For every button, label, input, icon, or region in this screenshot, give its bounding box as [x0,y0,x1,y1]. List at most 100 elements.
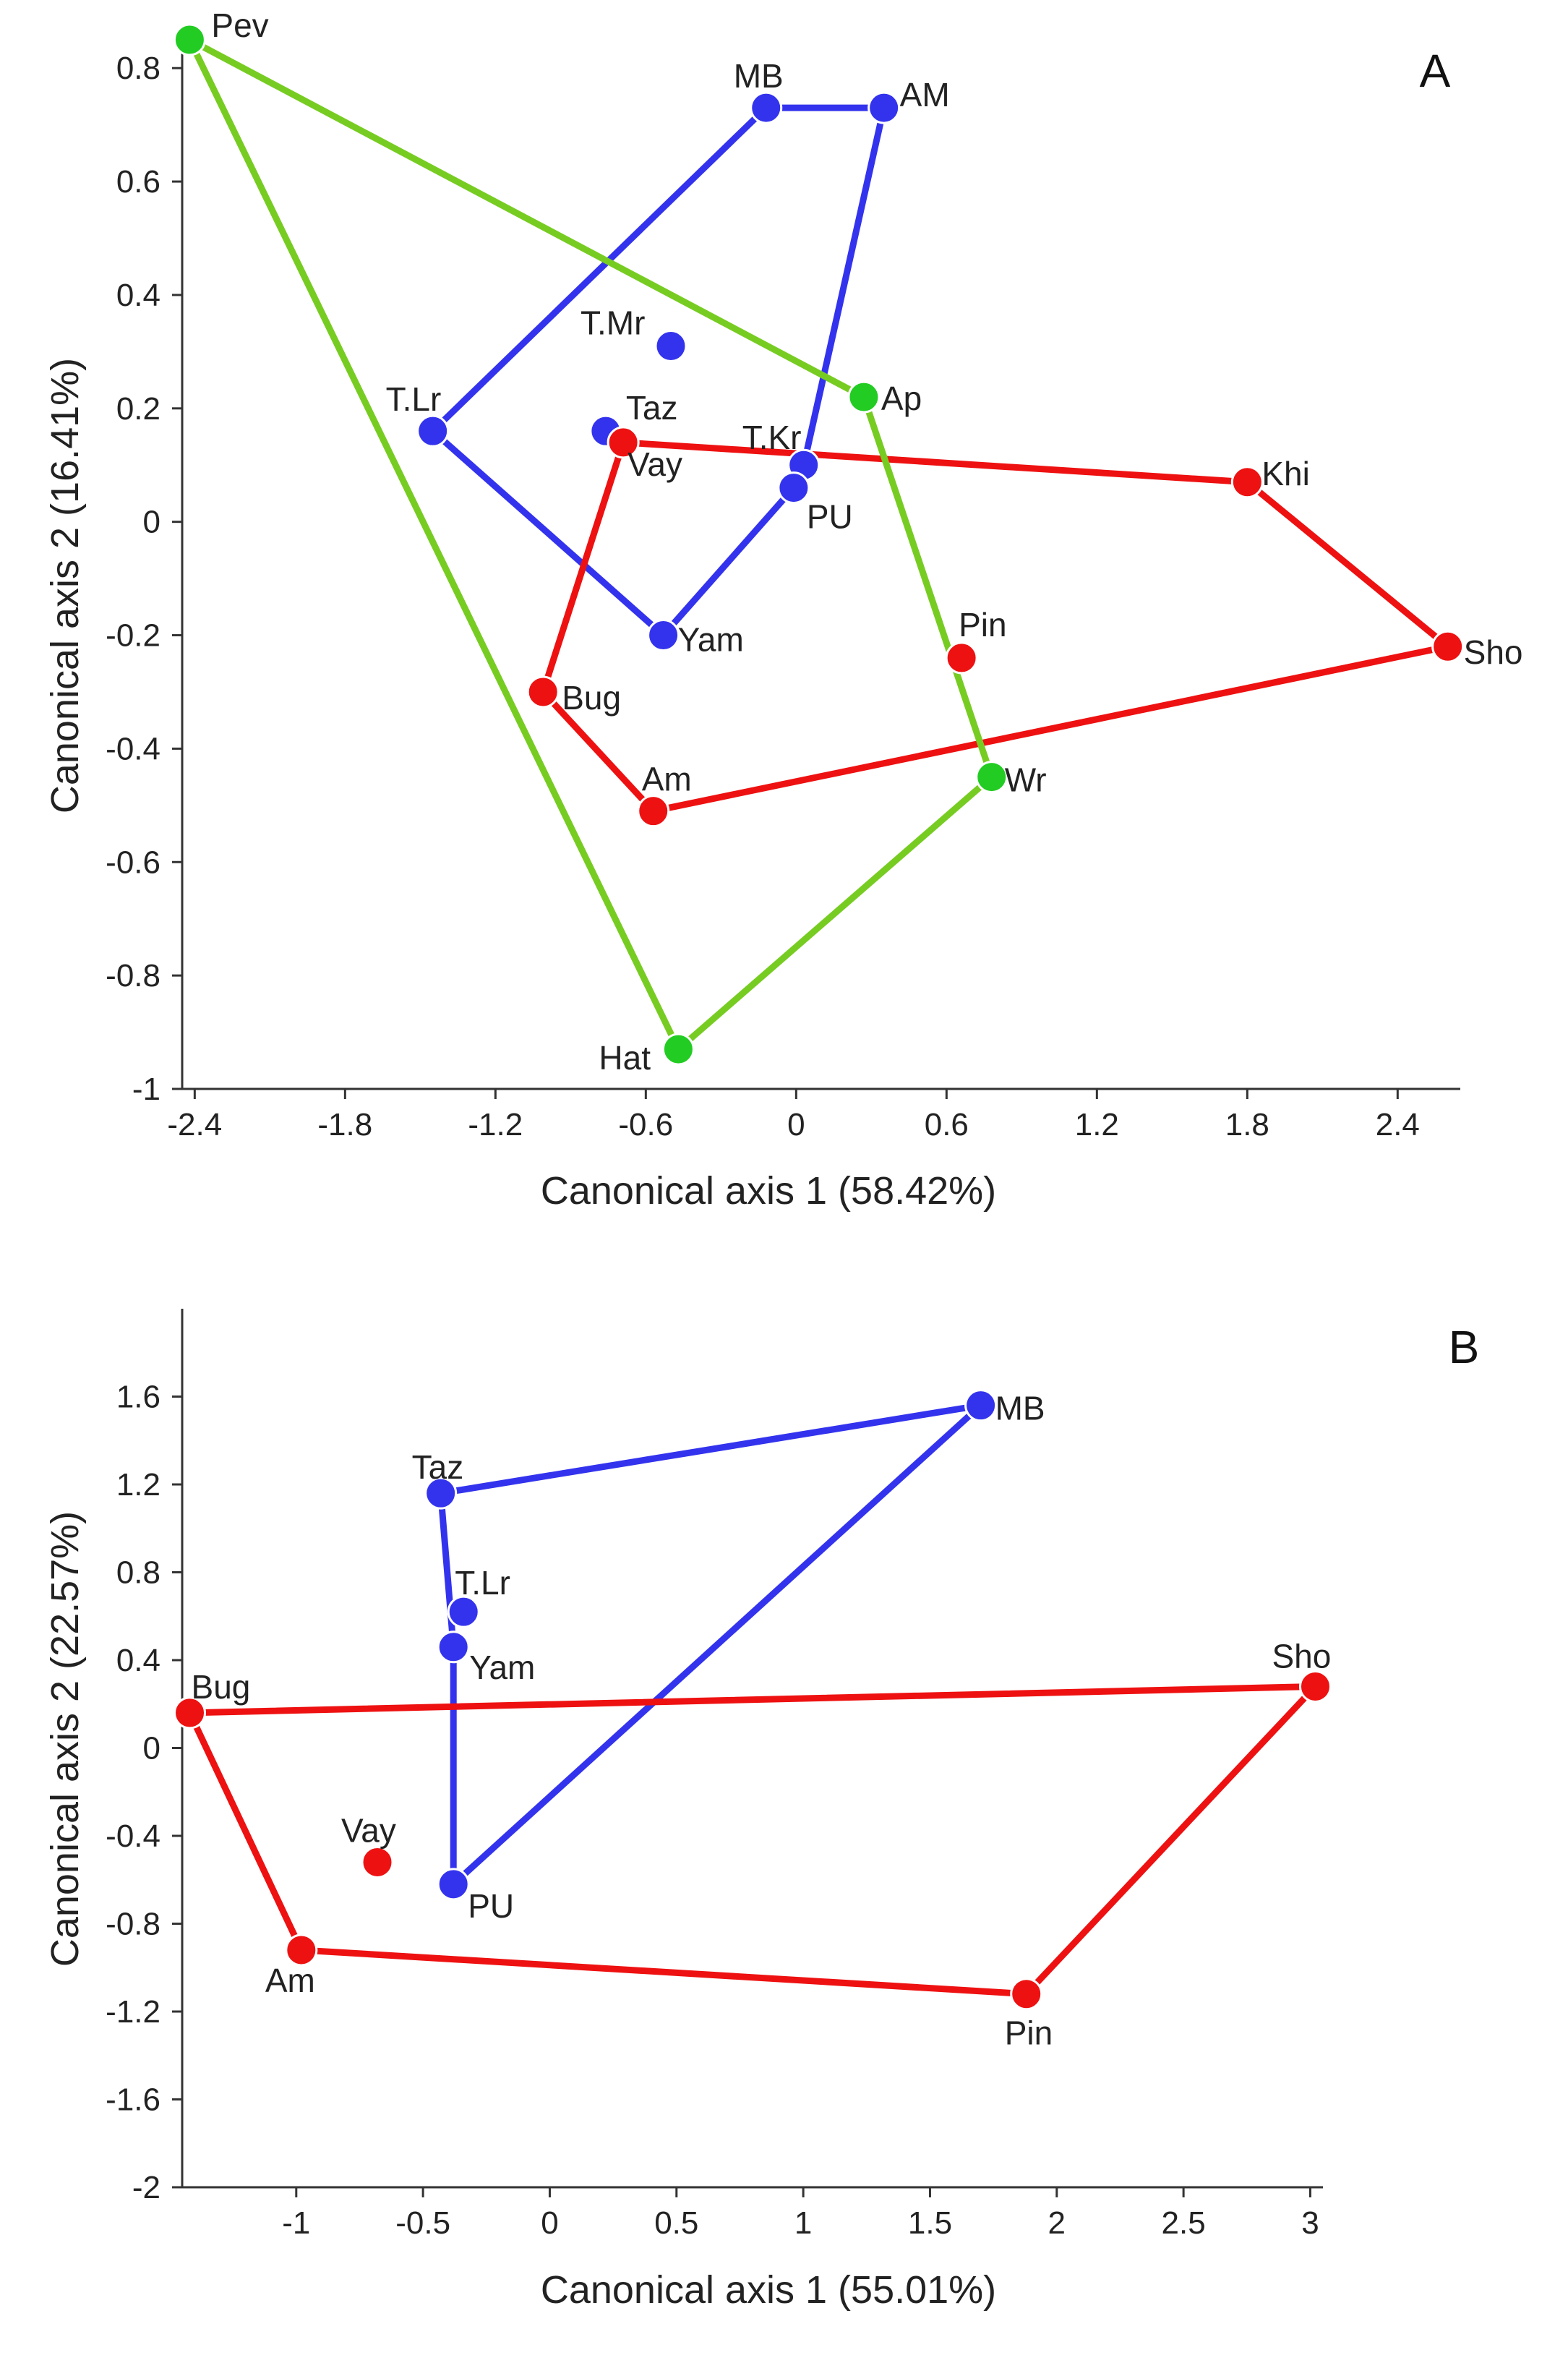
panel-b-point-am [285,1933,318,1967]
panel-a-point-label: MB [734,57,784,95]
panel-b-point-label: MB [995,1390,1045,1427]
panel-a-point-ap [847,380,881,414]
panel-b-blue-hull-line [437,1402,985,1888]
panel-b-point-label: PU [468,1887,514,1925]
panel-b-x-tick-label: 1 [794,2205,812,2241]
panel-b-x-tick-label: 0.5 [654,2205,698,2241]
panel-b-y-tick-label: 1.2 [116,1467,160,1503]
panel-a-point-bug [526,675,560,709]
panel-b-y-tick-label: -1.2 [106,1994,160,2030]
panel-b-y-tick-label: 0.8 [116,1555,160,1591]
panel-b-chart: -1 -0.5 0 0.5 1 1.5 2 2.5 3 -2 -1.6 -1.2 -0.8 -0.4 0 0.… [43,1309,1479,2312]
panel-a-red-hull-line [539,439,1452,815]
panel-b-x-tick-label: -1 [282,2205,310,2241]
panel-a-point-label: Sho [1464,633,1523,671]
panel-b-y-axis-title: Canonical axis 2 (22.57%) [43,1511,87,1967]
panel-a-point-vay [607,426,640,459]
panel-a-point-label: Wr [1005,761,1047,799]
panel-a-point-hat [661,1033,695,1066]
panel-a-x-tick-label: -2.4 [167,1107,222,1142]
panel-a-point-t-lr [416,414,450,448]
panel-a-point-am [867,91,901,124]
panel-a-y-tick-label: 0.8 [116,51,160,86]
panel-a-letter: A [1420,45,1451,97]
panel-b-point-mb [964,1389,998,1422]
panel-b-point-sho [1298,1670,1332,1703]
panel-a-point-label: Ap [881,380,922,417]
panel-b-point-bug [173,1696,207,1730]
panel-b-y-tick-label: -0.4 [106,1818,160,1854]
panel-a-point-yam [647,619,680,652]
panel-b-x-tick-label: 0 [541,2205,558,2241]
panel-b-y-tick-label: 0.4 [116,1643,160,1678]
panel-a-point-label: Vay [627,445,682,483]
panel-a-point-label: Am [642,761,692,798]
panel-b-point-label: T.Lr [455,1564,510,1602]
panel-b-y-tick-label: 0 [143,1731,160,1766]
panel-b-x-tick-label: 2.5 [1162,2205,1206,2241]
panel-a-y-tick-label: -0.6 [106,845,160,880]
panel-a-x-tick-label: 0.6 [925,1107,969,1142]
panel-b-y-tick-label: -1.6 [106,2082,160,2118]
panel-a-y-tick-label: 0.4 [116,278,160,313]
panel-a-x-tick-label: 1.2 [1075,1107,1119,1142]
panel-b-point-label: Am [265,1962,315,1999]
panel-a-point-mb [750,91,783,124]
panel-a-chart: -2.4 -1.8 -1.2 -0.6 0 0.6 1.2 1.8 2.4 -1 -0.8 -0.6 -… [43,7,1523,1213]
panel-a-point-label: Pev [211,7,268,44]
panel-b-point-pin [1010,1978,1043,2011]
panel-b-point-label: Pin [1005,2014,1053,2052]
panel-b-point-pu [437,1868,470,1901]
panel-b-point-taz [424,1476,458,1510]
panel-a-point-label: PU [807,498,853,536]
panel-a-point-label: AM [900,76,950,114]
panel-a-point-label: T.Mr [580,304,645,342]
panel-a-y-tick-label: -1 [132,1072,160,1107]
panel-a-x-axis-title: Canonical axis 1 (58.42%) [541,1169,996,1213]
panel-a-point-pu [777,471,810,505]
panel-a-y-tick-label: -0.2 [106,618,160,654]
panel-a-y-tick-label: 0.2 [116,391,160,427]
panel-a-point-label: T.Kr [742,419,802,456]
panel-b-x-tick-label: 3 [1301,2205,1319,2241]
panel-b-point-t-lr [447,1595,480,1628]
panel-a-point-sho [1431,630,1465,663]
panel-a-point-label: Yam [678,621,744,659]
panel-a-point-am [637,795,670,828]
panel-b-x-tick-label: 2 [1048,2205,1066,2241]
panel-b-point-label: Taz [412,1448,464,1486]
panel-a-x-tick-label: -1.2 [468,1107,523,1142]
panel-a-y-tick-label: -0.4 [106,731,160,766]
panel-a-point-label: Hat [599,1039,651,1077]
panel-b-x-tick-label: 1.5 [908,2205,952,2241]
panel-b-point-yam [437,1630,470,1664]
panel-a-point-label: Pin [959,606,1006,644]
panel-a-point-t-mr [654,330,687,363]
panel-a-y-tick-label: 0.6 [116,164,160,200]
panel-b-y-tick-label: -2 [132,2170,160,2205]
panel-a-point-label: Khi [1261,455,1309,492]
panel-a-x-tick-label: 0 [787,1107,805,1142]
panel-a-y-tick-label: 0 [143,505,160,540]
panel-a-x-tick-label: -0.6 [618,1107,673,1142]
panel-b-point-label: Sho [1272,1637,1331,1675]
panel-b-point-label: Bug [192,1668,251,1706]
panel-b-y-tick-label: -0.8 [106,1907,160,1942]
panel-a-point-wr [975,761,1008,794]
panel-b-y-tick-label: 1.6 [116,1380,160,1415]
panel-a-point-label: Bug [562,679,621,717]
panel-a-point-khi [1230,466,1264,499]
panel-a-y-axis-title: Canonical axis 2 (16.41%) [43,358,87,813]
panel-a-point-pin [945,641,978,675]
panel-b-letter: B [1449,1321,1480,1373]
panel-a-x-tick-label: 1.8 [1225,1107,1269,1142]
panel-a-x-tick-label: -1.8 [317,1107,372,1142]
panel-a-x-tick-label: 2.4 [1376,1107,1420,1142]
panel-a-point-label: Taz [626,389,678,427]
panel-b-point-label: Vay [341,1811,396,1849]
panel-b-x-tick-label: -0.5 [395,2205,450,2241]
panel-a-point-label: T.Lr [386,380,442,418]
panel-b-x-axis-title: Canonical axis 1 (55.01%) [541,2268,996,2312]
panel-a-point-pev [173,23,206,56]
